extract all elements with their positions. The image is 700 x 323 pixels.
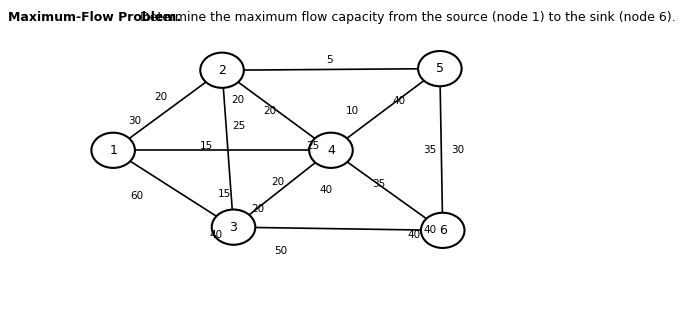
Text: 20: 20	[232, 95, 245, 105]
Text: 40: 40	[424, 225, 437, 235]
Text: 15: 15	[200, 141, 214, 151]
Text: 25: 25	[232, 121, 246, 131]
Text: 60: 60	[131, 191, 144, 201]
Text: 1: 1	[109, 144, 117, 157]
Ellipse shape	[92, 133, 135, 168]
Text: 40: 40	[210, 230, 223, 240]
Text: 40: 40	[392, 96, 405, 106]
Text: 4: 4	[327, 144, 335, 157]
Ellipse shape	[309, 133, 353, 168]
Text: 35: 35	[424, 145, 437, 155]
Ellipse shape	[200, 53, 244, 88]
Ellipse shape	[421, 213, 465, 248]
Text: 25: 25	[306, 141, 319, 151]
Text: 15: 15	[218, 189, 232, 199]
Text: Determine the maximum flow capacity from the source (node 1) to the sink (node 6: Determine the maximum flow capacity from…	[136, 11, 675, 24]
Text: 10: 10	[346, 106, 358, 116]
Text: 40: 40	[407, 230, 421, 240]
Text: Maximum-Flow Problem.: Maximum-Flow Problem.	[8, 11, 181, 24]
Text: 35: 35	[372, 179, 385, 189]
Text: 5: 5	[326, 55, 332, 65]
Text: 3: 3	[230, 221, 237, 234]
Ellipse shape	[211, 210, 256, 245]
Text: 20: 20	[251, 203, 265, 214]
Text: 30: 30	[452, 145, 465, 155]
Text: 40: 40	[320, 185, 333, 195]
Text: 5: 5	[436, 62, 444, 75]
Text: 20: 20	[263, 106, 276, 116]
Text: 20: 20	[154, 92, 167, 102]
Ellipse shape	[418, 51, 461, 86]
Text: 2: 2	[218, 64, 226, 77]
Text: 30: 30	[128, 116, 141, 126]
Text: 50: 50	[274, 245, 288, 255]
Text: 6: 6	[439, 224, 447, 237]
Text: 20: 20	[271, 177, 284, 187]
